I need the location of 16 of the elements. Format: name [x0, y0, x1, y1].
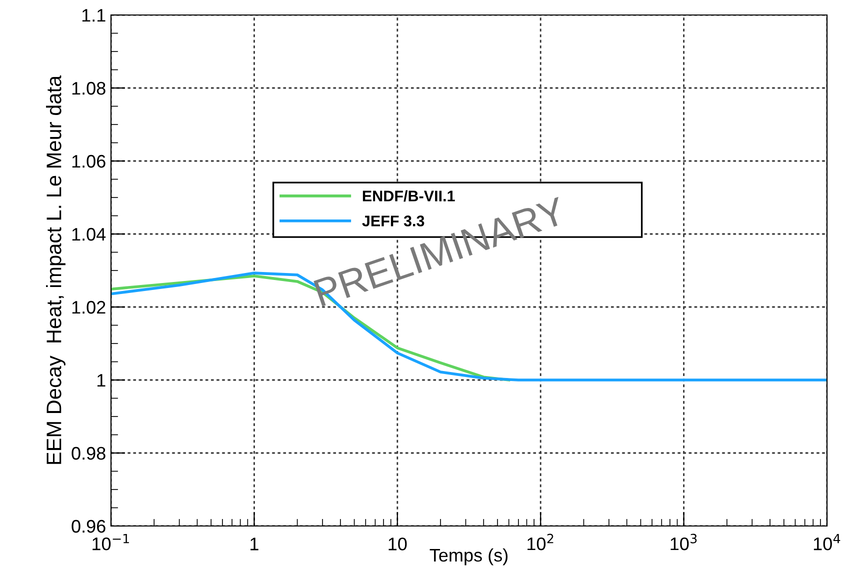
- x-tick-label: 10$^{4}$: [814, 534, 840, 550]
- y-tick-label: 1.04: [72, 228, 106, 241]
- y-tick-label: 0.96: [72, 520, 106, 533]
- y-tick-label: 0.98: [72, 446, 106, 460]
- y-tick-label: 1: [97, 374, 106, 387]
- y-tick-label: 1.1: [82, 9, 106, 22]
- x-tick-label: 10$^{2}$: [528, 534, 554, 550]
- x-tick-label: 1: [250, 538, 258, 550]
- y-tick-label: 1.08: [72, 82, 106, 95]
- y-axis-title: EEM Decay Heat, impact L. Le Meur data: [46, 75, 66, 464]
- y-tick-label: 1.02: [72, 300, 106, 314]
- x-tick-label: 10$^{3}$: [670, 534, 697, 550]
- x-tick-label: 10: [388, 538, 407, 550]
- x-axis-title: Temps (s): [430, 548, 508, 566]
- x-tick-label: 10$^{−1}$: [92, 534, 129, 550]
- y-tick-label: 1.06: [72, 154, 106, 168]
